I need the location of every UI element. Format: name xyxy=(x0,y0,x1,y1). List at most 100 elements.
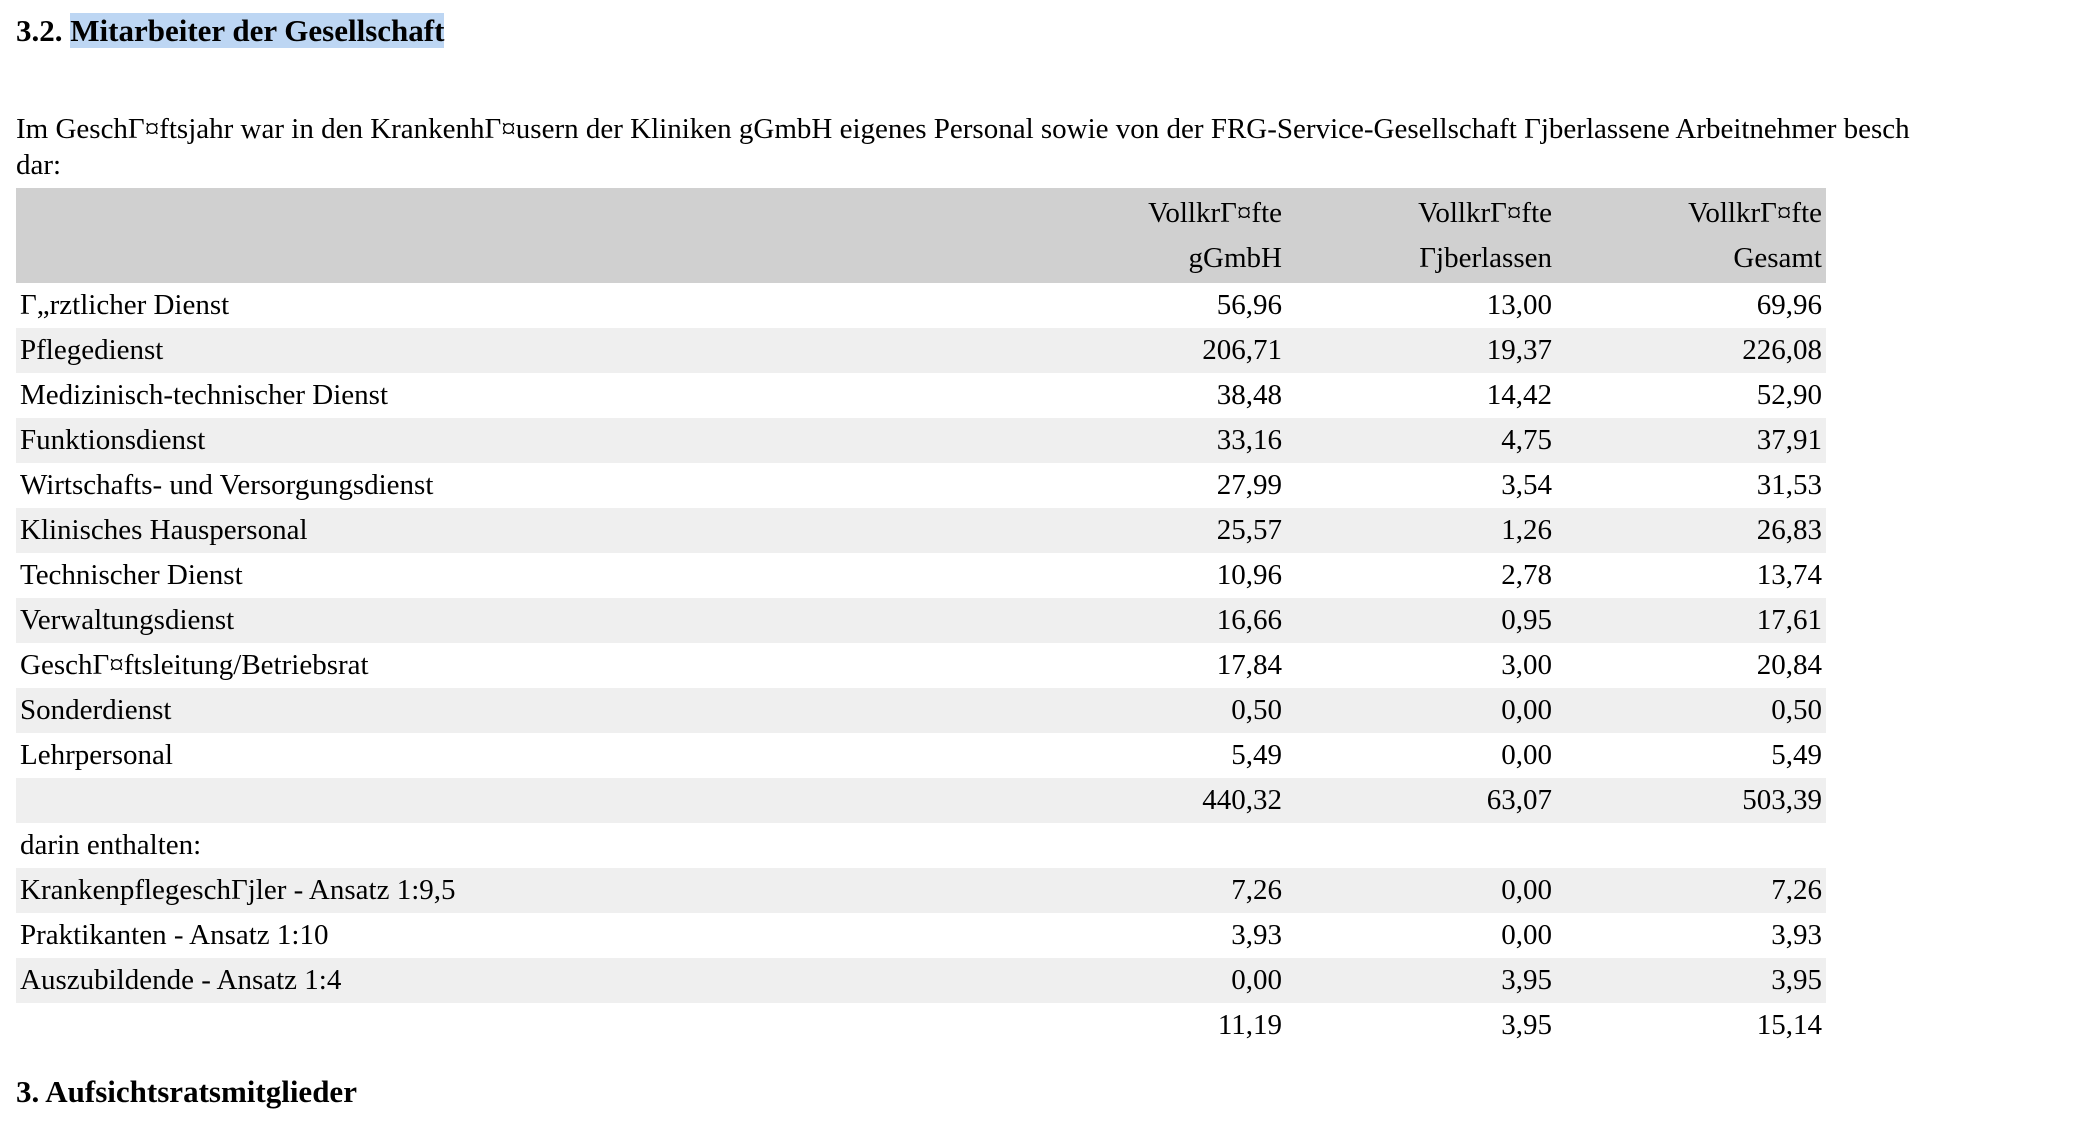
cell-ueberlassen: 0,00 xyxy=(1286,688,1556,733)
table-row: Pflegedienst 206,71 19,37 226,08 xyxy=(16,328,1826,373)
section-title-selected[interactable]: Mitarbeiter der Gesellschaft xyxy=(70,13,445,48)
cell-ueberlassen: 14,42 xyxy=(1486,379,1552,411)
cell-ueberlassen: 13,00 xyxy=(1486,289,1552,321)
cell-ggmbh: 11,19 xyxy=(1217,1009,1282,1041)
cell-gesamt: 5,49 xyxy=(1771,739,1822,771)
cell-ueberlassen: 63,07 xyxy=(1286,778,1556,823)
table-row: Funktionsdienst 33,16 4,75 37,91 xyxy=(16,418,1826,463)
header-col1-line1: VollkrΓ¤fte xyxy=(1016,188,1286,238)
table-row-total: 11,19 3,95 15,14 xyxy=(16,1003,1826,1048)
cell-gesamt: 503,39 xyxy=(1556,778,1826,823)
cell-ggmbh xyxy=(1016,823,1286,868)
row-label: Funktionsdienst xyxy=(16,418,1016,463)
row-label: Praktikanten - Ansatz 1:10 xyxy=(20,919,329,951)
table-row-subheading: darin enthalten: xyxy=(16,823,1826,868)
header-row-1: VollkrΓ¤fte VollkrΓ¤fte VollkrΓ¤fte xyxy=(16,188,1826,238)
row-label: Klinisches Hauspersonal xyxy=(16,508,1016,553)
cell-ggmbh: 440,32 xyxy=(1016,778,1286,823)
cell-gesamt: 3,95 xyxy=(1556,958,1826,1003)
cell-ggmbh: 17,84 xyxy=(1216,649,1282,681)
cell-gesamt xyxy=(1556,823,1826,868)
cell-ggmbh: 56,96 xyxy=(1216,289,1282,321)
table-row: GeschΓ¤ftsleitung/Betriebsrat 17,84 3,00… xyxy=(16,643,1826,688)
cell-ueberlassen: 3,95 xyxy=(1501,1009,1552,1041)
cell-ggmbh: 206,71 xyxy=(1016,328,1286,373)
cell-gesamt: 0,50 xyxy=(1556,688,1826,733)
table-row: KrankenpflegeschΓјler - Ansatz 1:9,5 7,2… xyxy=(16,868,1826,913)
cell-ueberlassen: 4,75 xyxy=(1286,418,1556,463)
row-label xyxy=(16,1003,1016,1048)
row-label: Lehrpersonal xyxy=(20,739,173,771)
row-label: darin enthalten: xyxy=(20,829,202,861)
cell-ueberlassen: 19,37 xyxy=(1286,328,1556,373)
header-label-empty xyxy=(16,188,1016,238)
cell-ggmbh: 3,93 xyxy=(1231,919,1282,951)
row-label: Auszubildende - Ansatz 1:4 xyxy=(16,958,1016,1003)
row-label: KrankenpflegeschΓјler - Ansatz 1:9,5 xyxy=(16,868,1016,913)
row-label: Medizinisch-technischer Dienst xyxy=(20,379,389,411)
header-col2-line1: VollkrΓ¤fte xyxy=(1286,188,1556,238)
table-row: Sonderdienst 0,50 0,00 0,50 xyxy=(16,688,1826,733)
next-section-heading: 3. Aufsichtsratsmitglieder xyxy=(16,1074,357,1109)
header-col3-line2: Gesamt xyxy=(1556,238,1826,283)
row-label: Pflegedienst xyxy=(16,328,1016,373)
cell-gesamt: 3,93 xyxy=(1771,919,1822,951)
table-row: Praktikanten - Ansatz 1:10 3,93 0,00 3,9… xyxy=(16,913,1826,958)
cell-gesamt: 7,26 xyxy=(1556,868,1826,913)
cell-gesamt: 226,08 xyxy=(1556,328,1826,373)
cell-gesamt: 37,91 xyxy=(1556,418,1826,463)
table-row: Medizinisch-technischer Dienst 38,48 14,… xyxy=(16,373,1826,418)
cell-ggmbh: 0,50 xyxy=(1016,688,1286,733)
cell-ggmbh: 25,57 xyxy=(1016,508,1286,553)
row-label: Sonderdienst xyxy=(16,688,1016,733)
cell-ueberlassen: 2,78 xyxy=(1501,559,1552,591)
cell-ueberlassen: 3,54 xyxy=(1501,469,1552,501)
cell-ggmbh: 38,48 xyxy=(1216,379,1282,411)
cell-gesamt: 13,74 xyxy=(1756,559,1822,591)
row-label xyxy=(16,778,1016,823)
cell-ueberlassen: 3,00 xyxy=(1501,649,1552,681)
staff-table: VollkrΓ¤fte VollkrΓ¤fte VollkrΓ¤fte gGmb… xyxy=(16,188,1826,1048)
row-label: Technischer Dienst xyxy=(20,559,243,591)
table-row: Verwaltungsdienst 16,66 0,95 17,61 xyxy=(16,598,1826,643)
table-row-total: 440,32 63,07 503,39 xyxy=(16,778,1826,823)
header-label-empty xyxy=(16,238,1016,283)
table-header: VollkrΓ¤fte VollkrΓ¤fte VollkrΓ¤fte gGmb… xyxy=(16,188,1826,283)
table-row: Technischer Dienst 10,96 2,78 13,74 xyxy=(16,553,1826,598)
cell-gesamt: 17,61 xyxy=(1556,598,1826,643)
table-row: Auszubildende - Ansatz 1:4 0,00 3,95 3,9… xyxy=(16,958,1826,1003)
cell-ueberlassen: 3,95 xyxy=(1286,958,1556,1003)
table-body: Γ„rztlicher Dienst 56,96 13,00 69,96 Pfl… xyxy=(16,283,1826,1048)
header-row-2: gGmbH Γјberlassen Gesamt xyxy=(16,238,1826,283)
cell-ueberlassen: 0,95 xyxy=(1286,598,1556,643)
row-label: Verwaltungsdienst xyxy=(16,598,1016,643)
cell-gesamt: 20,84 xyxy=(1756,649,1822,681)
table-row: Γ„rztlicher Dienst 56,96 13,00 69,96 xyxy=(16,283,1826,328)
section-heading: 3.2. Mitarbeiter der Gesellschaft xyxy=(16,13,445,48)
row-label: GeschΓ¤ftsleitung/Betriebsrat xyxy=(20,649,369,681)
cell-ueberlassen xyxy=(1286,823,1556,868)
row-label: Γ„rztlicher Dienst xyxy=(20,289,230,321)
header-col1-line2: gGmbH xyxy=(1016,238,1286,283)
cell-ggmbh: 5,49 xyxy=(1231,739,1282,771)
table-row: Wirtschafts- und Versorgungsdienst 27,99… xyxy=(16,463,1826,508)
cell-gesamt: 69,96 xyxy=(1756,289,1822,321)
cell-ggmbh: 0,00 xyxy=(1016,958,1286,1003)
intro-line-2: dar: xyxy=(16,149,62,181)
intro-line-1: Im GeschΓ¤ftsjahr war in den KrankenhΓ¤u… xyxy=(16,113,1910,145)
cell-gesamt: 31,53 xyxy=(1756,469,1822,501)
cell-gesamt: 26,83 xyxy=(1556,508,1826,553)
cell-gesamt: 15,14 xyxy=(1756,1009,1822,1041)
cell-ggmbh: 7,26 xyxy=(1016,868,1286,913)
cell-ggmbh: 16,66 xyxy=(1016,598,1286,643)
cell-ueberlassen: 1,26 xyxy=(1286,508,1556,553)
intro-paragraph: Im GeschΓ¤ftsjahr war in den KrankenhΓ¤u… xyxy=(16,111,2098,183)
cell-ueberlassen: 0,00 xyxy=(1501,739,1552,771)
cell-gesamt: 52,90 xyxy=(1756,379,1822,411)
row-label: Wirtschafts- und Versorgungsdienst xyxy=(20,469,434,501)
section-number: 3.2. xyxy=(16,13,63,48)
table-row: Lehrpersonal 5,49 0,00 5,49 xyxy=(16,733,1826,778)
cell-ueberlassen: 0,00 xyxy=(1286,868,1556,913)
header-col3-line1: VollkrΓ¤fte xyxy=(1556,188,1826,238)
table-row: Klinisches Hauspersonal 25,57 1,26 26,83 xyxy=(16,508,1826,553)
